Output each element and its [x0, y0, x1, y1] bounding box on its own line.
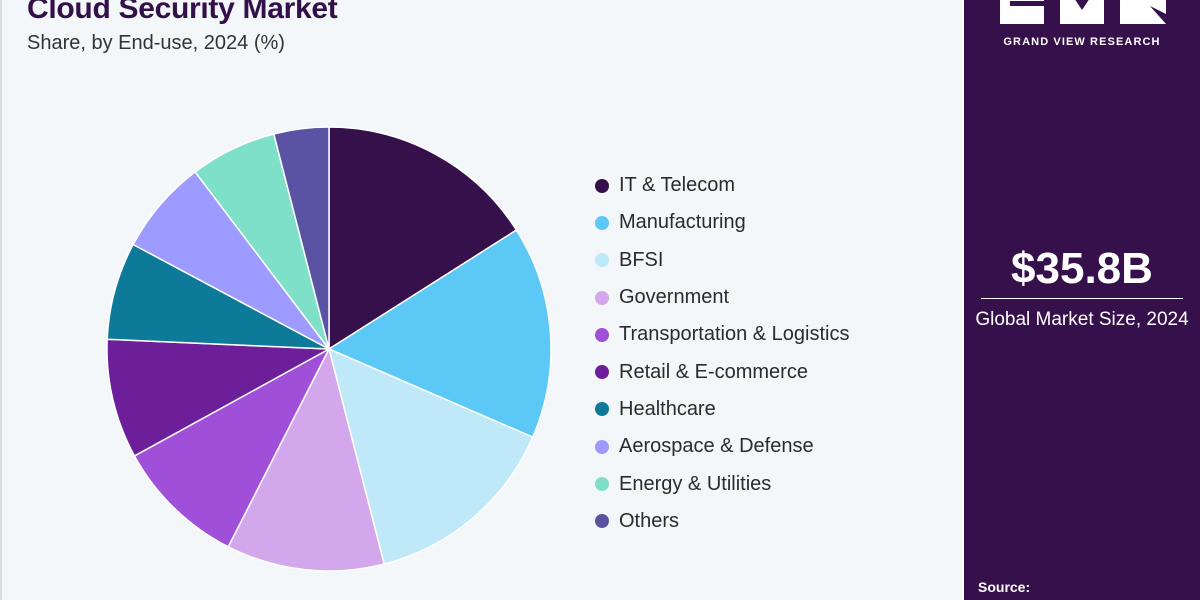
legend-swatch-icon: [595, 439, 609, 454]
legend-swatch-icon: [595, 253, 609, 268]
legend-label: Transportation & Logistics: [619, 323, 850, 346]
pie-slice-others: [272, 126, 330, 350]
chart-title: Cloud Security Market: [27, 0, 338, 25]
chart-subtitle: Share, by End-use, 2024 (%): [27, 32, 285, 54]
brand-name: GRAND VIEW RESEARCH: [1003, 36, 1161, 48]
legend-swatch-icon: [595, 178, 609, 193]
legend-item: Government: [595, 279, 849, 316]
legend-swatch-icon: [595, 365, 609, 380]
legend-item: Retail & E-commerce: [595, 353, 849, 390]
pie-slice-manufacturing: [327, 229, 552, 439]
market-size-value: $35.8B: [1011, 244, 1153, 293]
divider: [981, 298, 1183, 299]
legend-item: IT & Telecom: [595, 167, 849, 204]
legend-label: Others: [619, 509, 680, 532]
legend-swatch-icon: [595, 215, 609, 230]
chart-legend: IT & Telecom Manufacturing BFSI Government T…: [595, 167, 849, 540]
legend-label: Healthcare: [619, 397, 716, 420]
legend-swatch-icon: [595, 290, 609, 305]
legend-item: BFSI: [595, 242, 849, 279]
legend-swatch-icon: [595, 327, 609, 342]
legend-item: Transportation & Logistics: [595, 316, 849, 353]
legend-item: Aerospace & Defense: [595, 428, 849, 465]
pie-slice-transportation-logistics: [133, 347, 331, 548]
pie-chart: [106, 126, 552, 572]
legend-swatch-icon: [595, 514, 609, 529]
legend-label: IT & Telecom: [619, 174, 735, 197]
market-size-label: Global Market Size, 2024: [975, 309, 1189, 330]
pie-slice-retail-e-commerce: [106, 338, 332, 457]
legend-item: Manufacturing: [595, 204, 849, 241]
legend-swatch-icon: [595, 402, 609, 417]
legend-label: Retail & E-commerce: [619, 360, 808, 383]
legend-item: Healthcare: [595, 391, 849, 428]
chart-panel: Cloud Security Market Share, by End-use,…: [0, 0, 962, 600]
pie-slice-government: [227, 346, 386, 572]
legend-label: Aerospace & Defense: [619, 435, 814, 458]
legend-item: Others: [595, 503, 849, 540]
legend-label: Government: [619, 286, 730, 309]
source-label: Source:: [978, 579, 1031, 595]
legend-swatch-icon: [595, 477, 609, 492]
pie-slice-it-telecom: [328, 126, 518, 351]
legend-label: BFSI: [619, 248, 664, 271]
gvr-logo-icon: [1000, 0, 1166, 24]
legend-item: Energy & Utilities: [595, 465, 849, 502]
legend-label: Manufacturing: [619, 211, 746, 234]
sidebar: GRAND VIEW RESEARCH $35.8B Global Market…: [964, 0, 1200, 600]
pie-slice-bfsi: [327, 347, 534, 565]
legend-label: Energy & Utilities: [619, 472, 772, 495]
